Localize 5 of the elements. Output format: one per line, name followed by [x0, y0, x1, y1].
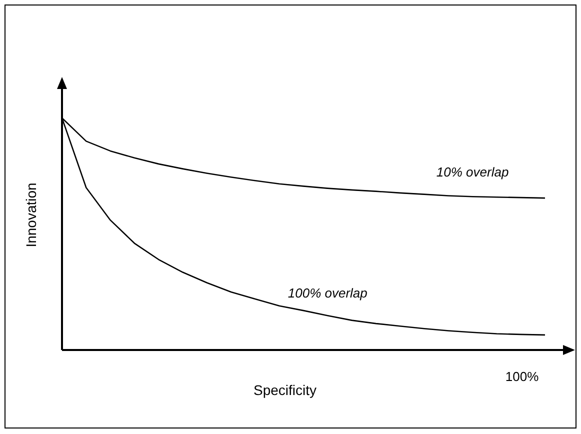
text: 100%: [505, 369, 540, 384]
x-axis-title: Specificity: [253, 382, 317, 398]
y-axis-title: Innovation: [23, 182, 39, 248]
series-label: 10% overlap: [436, 164, 509, 180]
series-label: 100% overlap: [288, 286, 368, 301]
